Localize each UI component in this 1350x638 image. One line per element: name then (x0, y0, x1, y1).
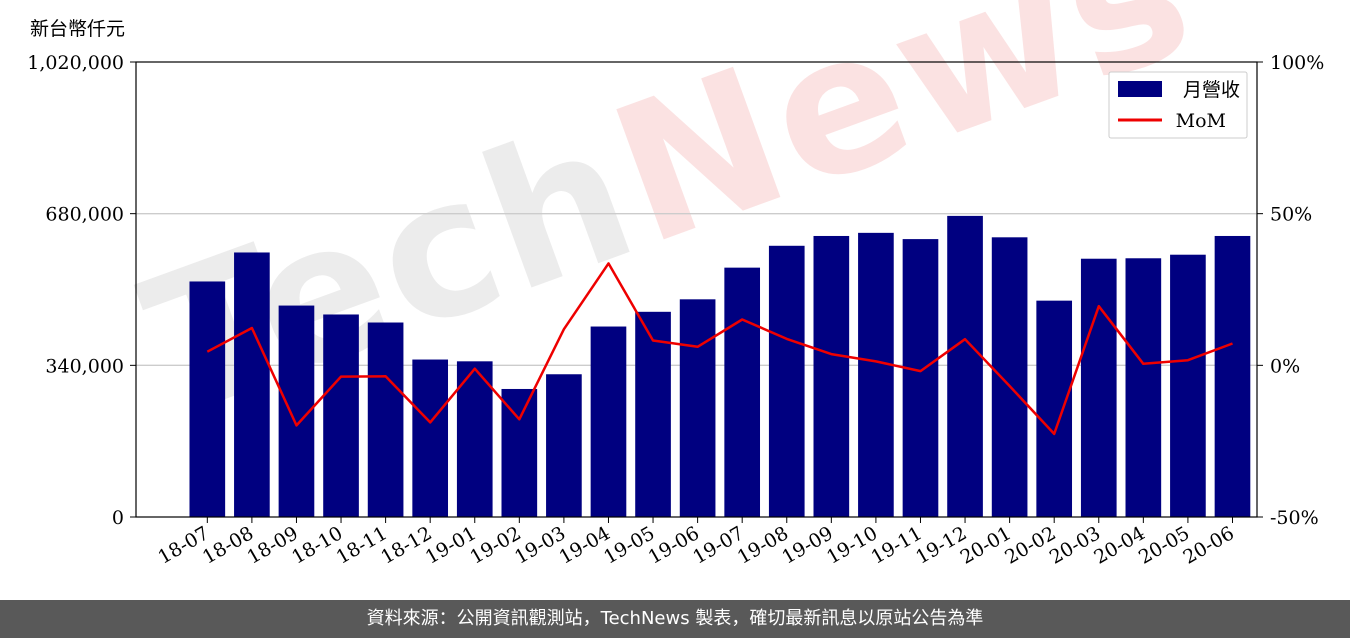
x-tick-label: 19-03 (511, 522, 569, 568)
x-tick-label: 19-01 (422, 522, 480, 568)
revenue-bar (367, 322, 404, 517)
x-tick-label: 20-03 (1046, 522, 1104, 568)
revenue-bar (412, 359, 449, 517)
revenue-bar (1170, 254, 1206, 518)
revenue-bar (1214, 235, 1251, 517)
x-tick-label: 20-04 (1090, 522, 1148, 568)
revenue-bar (456, 361, 493, 517)
x-tick-label: 19-06 (645, 522, 703, 568)
revenue-bar (546, 374, 582, 517)
x-tick-label: 20-06 (1180, 522, 1238, 568)
revenue-bar (234, 252, 270, 517)
revenue-bar (947, 215, 983, 517)
x-tick-label: 18-07 (154, 522, 212, 568)
revenue-bar (768, 245, 805, 518)
y-left-tick-label: 680,000 (45, 204, 124, 226)
x-tick-label: 19-11 (868, 522, 926, 568)
revenue-bar (991, 237, 1028, 517)
mom-series (206, 262, 1233, 436)
revenue-bar (590, 326, 627, 517)
bar-series (189, 215, 1251, 518)
mom-line (206, 262, 1233, 436)
revenue-bar (858, 232, 894, 518)
x-tick-label: 18-11 (333, 522, 391, 568)
x-tick-label: 19-04 (556, 522, 614, 568)
revenue-bar (813, 235, 850, 517)
source-footer: 資料來源：公開資訊觀測站，TechNews 製表，確切最新訊息以原站公告為準 (0, 600, 1350, 638)
y-left-tick-label: 1,020,000 (27, 52, 124, 74)
y-right-tick-label: 50% (1270, 204, 1312, 226)
revenue-bar (724, 267, 761, 517)
y-left-tick-label: 0 (112, 507, 124, 529)
revenue-bar (189, 281, 226, 517)
legend: 月營收 MoM (1108, 71, 1248, 139)
x-tick-label: 20-01 (957, 522, 1015, 568)
revenue-bar (902, 239, 939, 517)
legend-bar-swatch (1118, 81, 1162, 97)
x-tick-label: 18-08 (199, 522, 257, 568)
revenue-bar (501, 388, 538, 517)
y-right-tick-label: 0% (1270, 355, 1300, 377)
x-tick-label: 19-12 (912, 522, 970, 568)
revenue-chart: 0 340,000 680,000 1,020,000 -50% 0% 50% 100% 18-… (27, 52, 1324, 569)
y-axis-unit-label: 新台幣仟元 (30, 18, 126, 40)
y-left-tick-label: 340,000 (45, 355, 124, 377)
x-tick-label: 18-09 (244, 522, 302, 568)
x-tick-label: 19-02 (466, 522, 524, 568)
x-tick-label: 19-05 (600, 522, 658, 568)
y-right-tick-label: -50% (1270, 507, 1319, 529)
x-tick-label: 20-05 (1135, 522, 1193, 568)
legend-bar-label: 月營收 (1183, 79, 1240, 101)
x-tick-label: 20-02 (1001, 522, 1059, 568)
revenue-bar (1036, 300, 1073, 517)
plot-frame (135, 61, 1258, 518)
x-tick-label: 19-08 (734, 522, 792, 568)
x-tick-label: 19-10 (823, 522, 881, 568)
revenue-bar (1080, 258, 1117, 517)
x-tick-label: 19-07 (689, 522, 747, 568)
x-tick-label: 18-10 (288, 522, 346, 568)
x-tick-label: 18-12 (377, 522, 435, 568)
y-right-tick-label: 100% (1270, 52, 1324, 74)
legend-line-label: MoM (1176, 110, 1226, 132)
revenue-bar (1125, 258, 1162, 517)
revenue-bar (635, 311, 671, 517)
x-tick-label: 19-09 (778, 522, 836, 568)
revenue-bar (679, 299, 716, 517)
revenue-bar (323, 314, 359, 517)
